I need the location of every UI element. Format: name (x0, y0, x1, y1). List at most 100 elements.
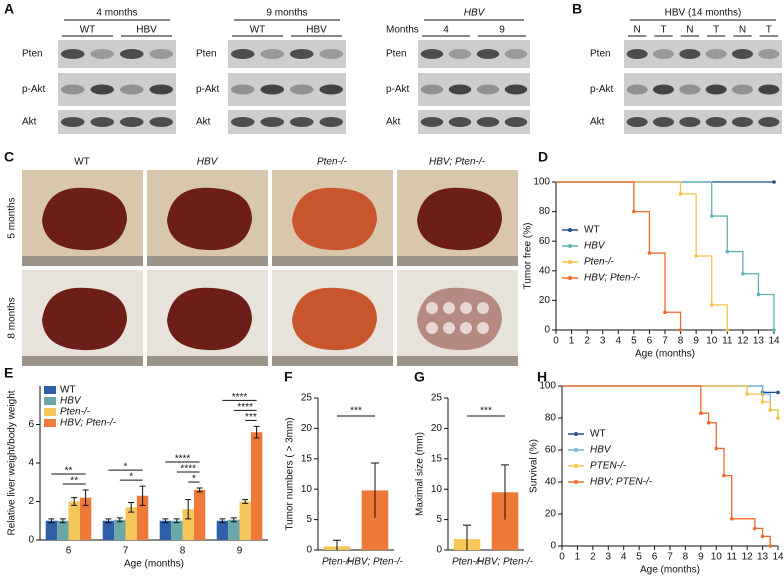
tumor-nodule (426, 302, 438, 314)
legend-swatch (44, 397, 56, 405)
y-tick-label: 0 (550, 541, 556, 552)
event-marker (725, 249, 730, 254)
error-bar (48, 518, 55, 524)
x-axis-label: Age (months) (640, 565, 700, 576)
bar (228, 519, 240, 540)
blot-band (476, 117, 500, 127)
bar (79, 497, 92, 540)
y-tick-label: 40 (539, 265, 551, 276)
blot-row-label: Akt (22, 117, 37, 128)
error-bar (105, 518, 112, 524)
error-bar (242, 499, 249, 504)
legend-marker (574, 432, 578, 436)
x-tick-label: 3 (606, 552, 612, 563)
blot-band (448, 117, 472, 127)
event-marker (760, 400, 765, 404)
y-tick-label: 6 (28, 419, 34, 430)
blot-group: 4 (443, 25, 449, 36)
y-tick-label: 100 (539, 381, 556, 392)
bar (136, 495, 149, 540)
photo-ruler (147, 356, 268, 366)
blot-row-label: p-Akt (22, 84, 46, 95)
panel-label: F (284, 369, 293, 385)
blot-band (60, 49, 85, 59)
survival-line (562, 385, 779, 418)
x-tick-label: 10 (711, 552, 723, 563)
blot-band (319, 84, 344, 95)
error-bar (162, 518, 169, 524)
blot-band (758, 84, 780, 95)
photo-ruler (22, 356, 143, 366)
x-tick-label: 11 (722, 336, 733, 347)
event-marker (714, 446, 719, 451)
blot-row-label: Pten (590, 49, 611, 60)
x-tick-label: 6 (647, 336, 653, 347)
photo-column-label: WT (74, 157, 90, 168)
error-bar (173, 518, 180, 524)
tumor-nodule (443, 322, 455, 334)
survival-line (562, 385, 779, 418)
x-tick-label: 0 (559, 552, 565, 563)
blot-row-label: Akt (386, 117, 401, 128)
x-tick-label: HBV; Pten-/- (347, 557, 404, 568)
legend-swatch (44, 419, 56, 427)
blot-band (679, 117, 701, 127)
blot-group: 9 (499, 25, 505, 36)
blot-band (60, 117, 85, 127)
x-tick-label: 14 (768, 336, 780, 347)
liver (167, 187, 252, 251)
x-tick-label: 0 (553, 336, 559, 347)
legend-marker (568, 244, 572, 248)
x-tick-label: 2 (590, 552, 596, 563)
legend-label: HBV (584, 241, 606, 252)
x-tick-label: 13 (757, 552, 769, 563)
x-tick-label: 3 (600, 336, 606, 347)
y-tick-label: 100 (533, 177, 550, 188)
event-marker (729, 517, 734, 521)
event-marker (753, 526, 757, 531)
significance-label: **** (237, 402, 253, 413)
tumor-nodule (477, 322, 489, 334)
blot-group: N (634, 25, 641, 36)
event-marker (760, 534, 765, 539)
x-tick-label: 9 (237, 546, 243, 557)
x-axis-label: Age (months) (124, 559, 184, 570)
blot-band (420, 117, 444, 127)
blot-band (679, 84, 701, 95)
blot-band (448, 49, 472, 59)
blot-band (119, 84, 144, 95)
event-marker (699, 411, 703, 416)
blot-membrane (624, 40, 782, 68)
blot-band (260, 84, 285, 95)
y-tick-label: 10 (431, 484, 443, 495)
blot-band (476, 84, 500, 95)
x-tick-label: 8 (678, 336, 684, 347)
y-tick-label: 80 (545, 413, 557, 424)
blot-row-label: Akt (590, 117, 605, 128)
x-tick-label: 7 (667, 552, 673, 563)
event-marker (776, 390, 780, 395)
event-marker (678, 328, 683, 332)
y-tick-label: 0 (306, 545, 312, 556)
blot-row-label: Pten (386, 49, 407, 60)
legend-marker (568, 276, 572, 280)
blot-band (705, 49, 727, 59)
blot-row-label: p-Akt (196, 84, 220, 95)
x-tick-label: 5 (636, 552, 642, 563)
error-bar (371, 462, 379, 518)
significance-label: **** (175, 454, 191, 465)
event-marker (741, 271, 745, 276)
survival-line (556, 181, 775, 330)
blot-band (90, 117, 115, 127)
legend-label: WT (590, 429, 606, 440)
x-axis-label: Age (months) (635, 349, 695, 360)
bar (239, 501, 251, 540)
event-marker (722, 473, 726, 478)
bar (182, 509, 194, 540)
x-tick-label: 9 (698, 552, 704, 563)
blot-band (260, 49, 285, 59)
y-tick-label: 2 (28, 496, 34, 507)
tumor-nodule (460, 302, 472, 314)
blot-band (705, 84, 727, 95)
blot-row-label: Akt (196, 117, 211, 128)
